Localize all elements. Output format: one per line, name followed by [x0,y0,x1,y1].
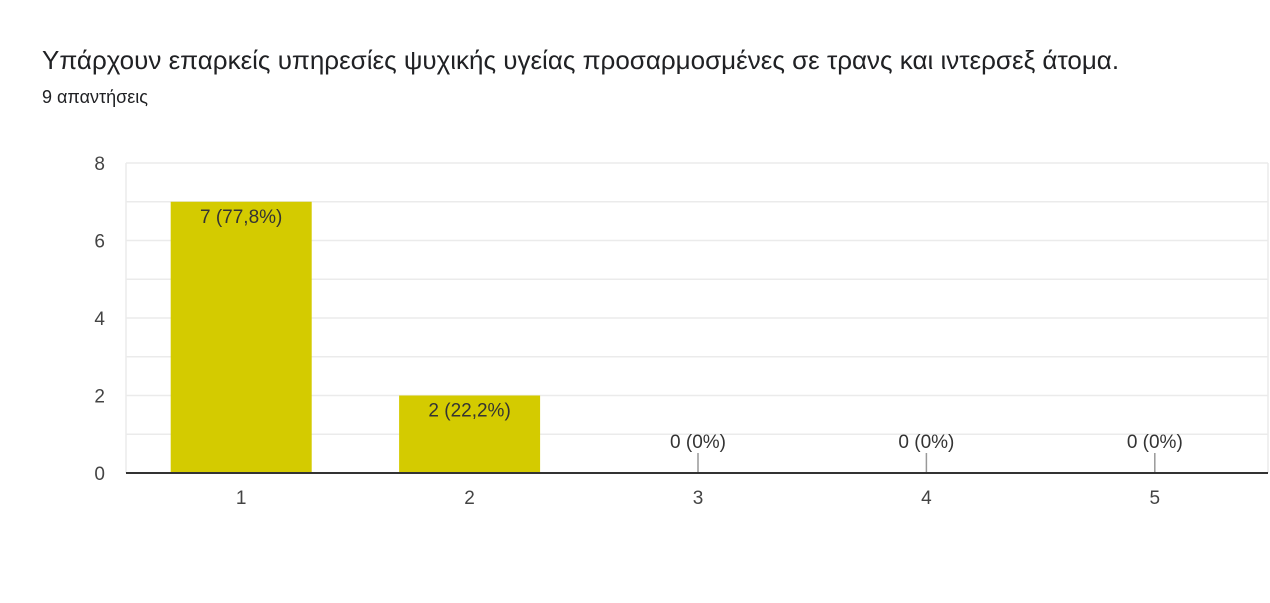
y-axis-tick-labels: 0 2 4 6 8 [94,154,105,485]
response-count: 9 απαντήσεις [42,87,148,107]
data-label-1: 7 (77,8%) [200,207,282,228]
bar-1 [170,201,312,473]
x-tick-label-3: 3 [693,488,704,509]
data-label-5: 0 (0%) [1127,432,1183,453]
data-label-4: 0 (0%) [898,432,954,453]
x-tick-label-4: 4 [921,488,932,509]
x-axis-tick-labels: 1 2 3 4 5 [236,488,1160,509]
x-tick-label-5: 5 [1150,488,1161,509]
data-labels: 7 (77,8%) 2 (22,2%) 0 (0%) 0 (0%) 0 (0%) [200,207,1183,453]
bars [170,201,1156,473]
question-title: Υπάρχουν επαρκείς υπηρεσίες ψυχικής υγεί… [42,45,1120,75]
y-tick-label: 8 [94,154,105,175]
y-tick-label: 4 [94,309,105,330]
y-tick-label: 2 [94,387,105,408]
x-tick-label-2: 2 [464,488,475,509]
data-label-2: 2 (22,2%) [428,401,510,422]
y-tick-label: 6 [94,232,105,253]
grid-lines [125,162,1269,473]
x-tick-label-1: 1 [236,488,247,509]
bar-2 [399,395,541,473]
y-tick-label: 0 [94,464,105,485]
data-label-3: 0 (0%) [670,432,726,453]
